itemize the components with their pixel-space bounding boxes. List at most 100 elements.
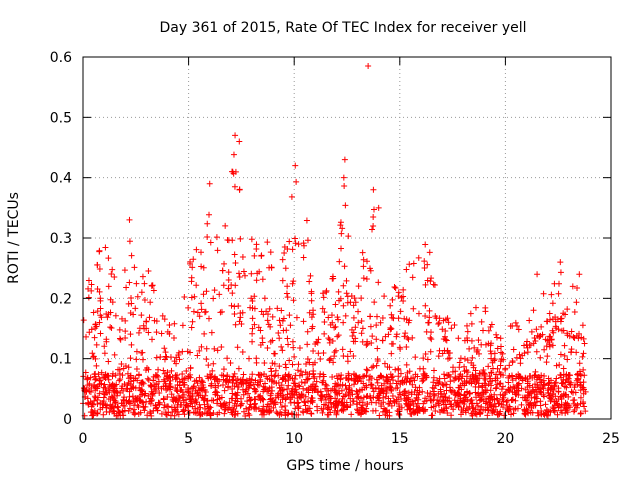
data-point	[235, 365, 242, 372]
data-point	[497, 335, 504, 342]
data-point	[480, 327, 487, 334]
data-point	[247, 397, 254, 404]
data-point	[555, 404, 562, 411]
data-point	[579, 353, 586, 360]
data-point	[473, 375, 480, 382]
data-point	[304, 376, 311, 383]
data-point	[307, 398, 314, 405]
data-point	[267, 249, 274, 256]
data-point	[201, 386, 208, 393]
data-point	[117, 336, 124, 343]
data-point	[530, 387, 537, 394]
data-point	[109, 266, 116, 273]
data-point	[100, 411, 107, 418]
data-point	[342, 374, 349, 381]
data-point	[557, 259, 564, 266]
data-point	[524, 338, 531, 345]
data-point	[370, 186, 377, 193]
data-point	[90, 354, 97, 361]
data-point	[411, 408, 418, 415]
data-point	[542, 336, 549, 343]
data-point	[304, 407, 311, 414]
data-point	[278, 307, 285, 314]
data-point	[243, 405, 250, 412]
data-point	[388, 325, 395, 332]
data-point	[352, 324, 359, 331]
data-point	[260, 409, 267, 416]
data-point	[193, 246, 200, 253]
data-point	[464, 328, 471, 335]
data-point	[544, 353, 551, 360]
data-point	[498, 349, 505, 356]
data-point	[232, 132, 239, 139]
data-point	[515, 387, 522, 394]
data-point	[581, 403, 588, 410]
x-tick-label: 5	[184, 431, 193, 447]
data-point	[538, 323, 545, 330]
data-point	[189, 318, 196, 325]
data-point	[191, 293, 198, 300]
data-point	[344, 293, 351, 300]
data-point	[252, 377, 259, 384]
data-point	[547, 409, 554, 416]
data-point	[500, 404, 507, 411]
data-point	[308, 410, 315, 417]
data-point	[440, 317, 447, 324]
data-point	[236, 318, 243, 325]
data-point	[522, 375, 529, 382]
data-point	[94, 285, 101, 292]
data-point	[363, 342, 370, 349]
data-point	[89, 412, 96, 419]
data-point	[359, 325, 366, 332]
data-point	[536, 333, 543, 340]
data-point	[524, 396, 531, 403]
data-point	[85, 294, 92, 301]
data-point	[452, 375, 459, 382]
data-point	[491, 400, 498, 407]
data-point	[246, 355, 253, 362]
data-point	[543, 359, 550, 366]
data-point	[91, 373, 98, 380]
data-point	[249, 298, 256, 305]
data-point	[544, 318, 551, 325]
data-point	[266, 305, 273, 312]
data-point	[448, 412, 455, 419]
data-point	[163, 387, 170, 394]
data-point	[534, 382, 541, 389]
data-point	[426, 249, 433, 256]
data-point	[499, 350, 506, 357]
data-point	[299, 392, 306, 399]
data-point	[524, 344, 531, 351]
data-point	[395, 410, 402, 417]
data-point	[494, 345, 501, 352]
data-point	[381, 360, 388, 367]
y-tick-label: 0.2	[50, 291, 72, 307]
data-point	[193, 282, 200, 289]
data-point	[336, 390, 343, 397]
y-tick-label: 0.3	[50, 231, 72, 247]
data-point	[84, 382, 91, 389]
data-point	[185, 304, 192, 311]
data-point	[185, 407, 192, 414]
data-point	[251, 321, 258, 328]
data-point	[516, 351, 523, 358]
data-point	[268, 384, 275, 391]
data-point	[506, 387, 513, 394]
data-point	[553, 325, 560, 332]
data-point	[323, 289, 330, 296]
data-point	[342, 312, 349, 319]
data-point	[478, 341, 485, 348]
data-point	[215, 382, 222, 389]
data-point	[430, 391, 437, 398]
data-point	[232, 321, 239, 328]
data-point	[555, 396, 562, 403]
data-point	[96, 390, 103, 397]
data-point	[324, 405, 331, 412]
data-point	[141, 297, 148, 304]
data-point	[466, 403, 473, 410]
data-point	[255, 371, 262, 378]
data-point	[166, 380, 173, 387]
data-point	[119, 408, 126, 415]
data-point	[428, 404, 435, 411]
data-point	[288, 193, 295, 200]
